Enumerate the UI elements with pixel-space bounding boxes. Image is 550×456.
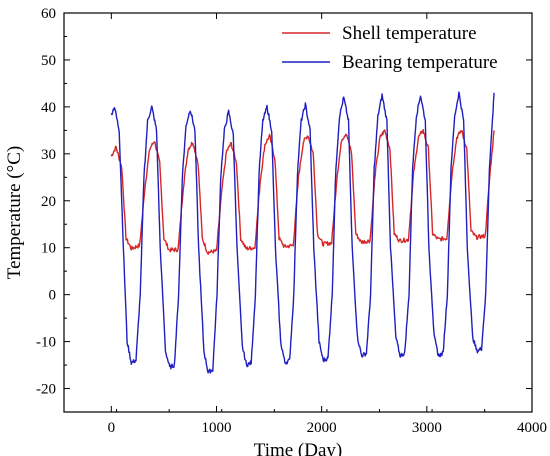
series-line-bearing bbox=[110, 91, 495, 374]
y-tick-label: 10 bbox=[41, 241, 56, 257]
x-tick-label: 0 bbox=[108, 420, 116, 436]
y-tick-label: -20 bbox=[36, 382, 56, 398]
legend-label: Bearing temperature bbox=[342, 52, 498, 73]
series-layer bbox=[110, 91, 495, 374]
plot-frame bbox=[63, 12, 533, 413]
y-tick-label: -10 bbox=[36, 335, 56, 351]
legend: Shell temperature Bearing temperature bbox=[282, 23, 498, 73]
x-tick-label: 4000 bbox=[517, 420, 547, 436]
y-tick-label: 60 bbox=[41, 6, 56, 22]
y-tick-label: 30 bbox=[41, 147, 56, 163]
x-tick-label: 3000 bbox=[412, 420, 442, 436]
x-axis: 0 1000 2000 3000 4000 bbox=[108, 13, 547, 436]
y-tick-label: 20 bbox=[41, 194, 56, 210]
series-line-shell bbox=[110, 128, 495, 256]
y-tick-label: 40 bbox=[41, 100, 56, 116]
y-axis: -20 -10 0 10 20 30 40 50 60 bbox=[36, 6, 532, 413]
y-axis-title: Temperature (°C) bbox=[4, 146, 25, 279]
x-axis-title: Time (Day) bbox=[254, 440, 343, 456]
y-tick-label: 0 bbox=[49, 288, 57, 304]
x-tick-label: 1000 bbox=[201, 420, 231, 436]
x-tick-label: 2000 bbox=[307, 420, 337, 436]
y-tick-label: 50 bbox=[41, 53, 56, 69]
legend-label: Shell temperature bbox=[342, 23, 477, 44]
